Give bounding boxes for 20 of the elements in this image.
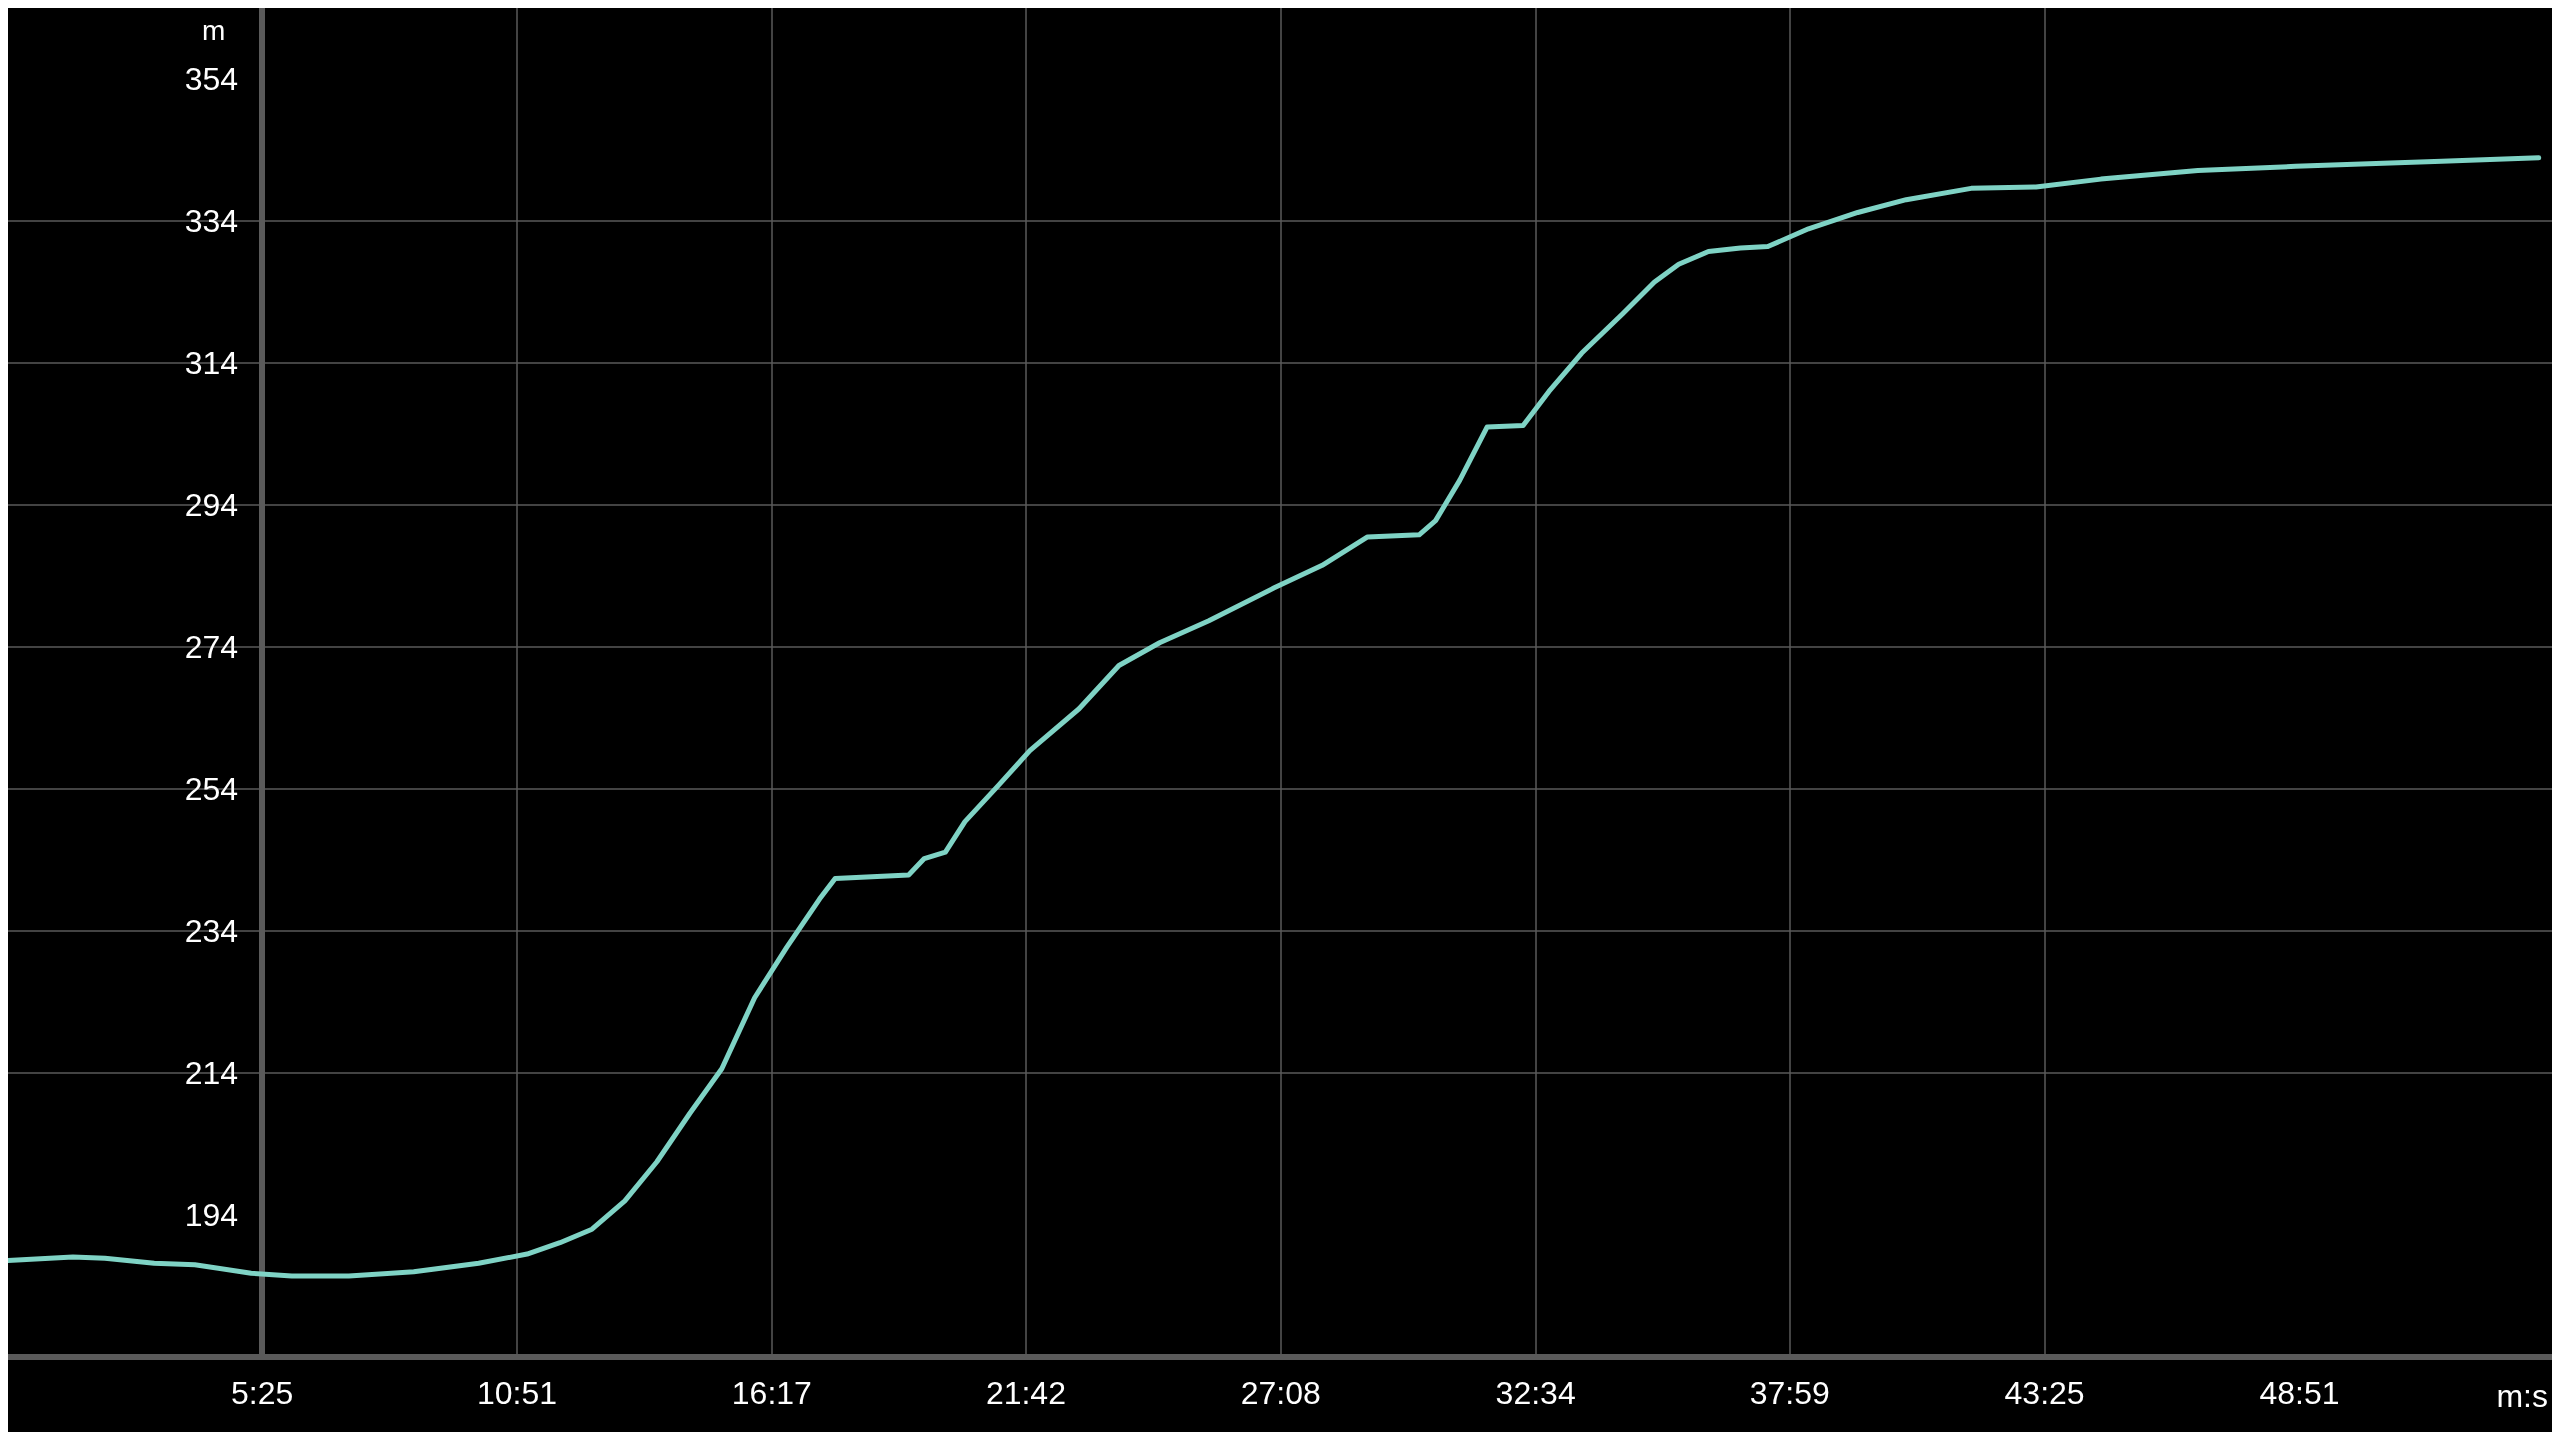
y-tick-label: 194: [184, 1197, 239, 1233]
x-axis-title: m:s: [2496, 1378, 2548, 1414]
y-tick-label: 274: [184, 629, 239, 665]
x-tick-label: 5:25: [230, 1375, 294, 1411]
y-tick-label: 334: [184, 203, 239, 239]
y-axis-title: m: [202, 14, 226, 46]
y-tick-label: 254: [184, 771, 239, 807]
y-tick-label: 314: [184, 345, 239, 381]
x-tick-label: 16:17: [731, 1375, 812, 1411]
x-tick-label: 10:51: [476, 1375, 557, 1411]
y-tick-label: 234: [184, 913, 239, 949]
y-tick-label: 354: [184, 61, 239, 97]
x-tick-label: 32:34: [1495, 1375, 1576, 1411]
x-tick-label: 21:42: [985, 1375, 1066, 1411]
y-tick-label: 214: [184, 1055, 239, 1091]
x-tick-label: 37:59: [1749, 1375, 1830, 1411]
x-tick-label: 43:25: [2004, 1375, 2085, 1411]
x-tick-label: 48:51: [2259, 1375, 2340, 1411]
x-tick-label: 27:08: [1240, 1375, 1321, 1411]
y-tick-label: 294: [184, 487, 239, 523]
